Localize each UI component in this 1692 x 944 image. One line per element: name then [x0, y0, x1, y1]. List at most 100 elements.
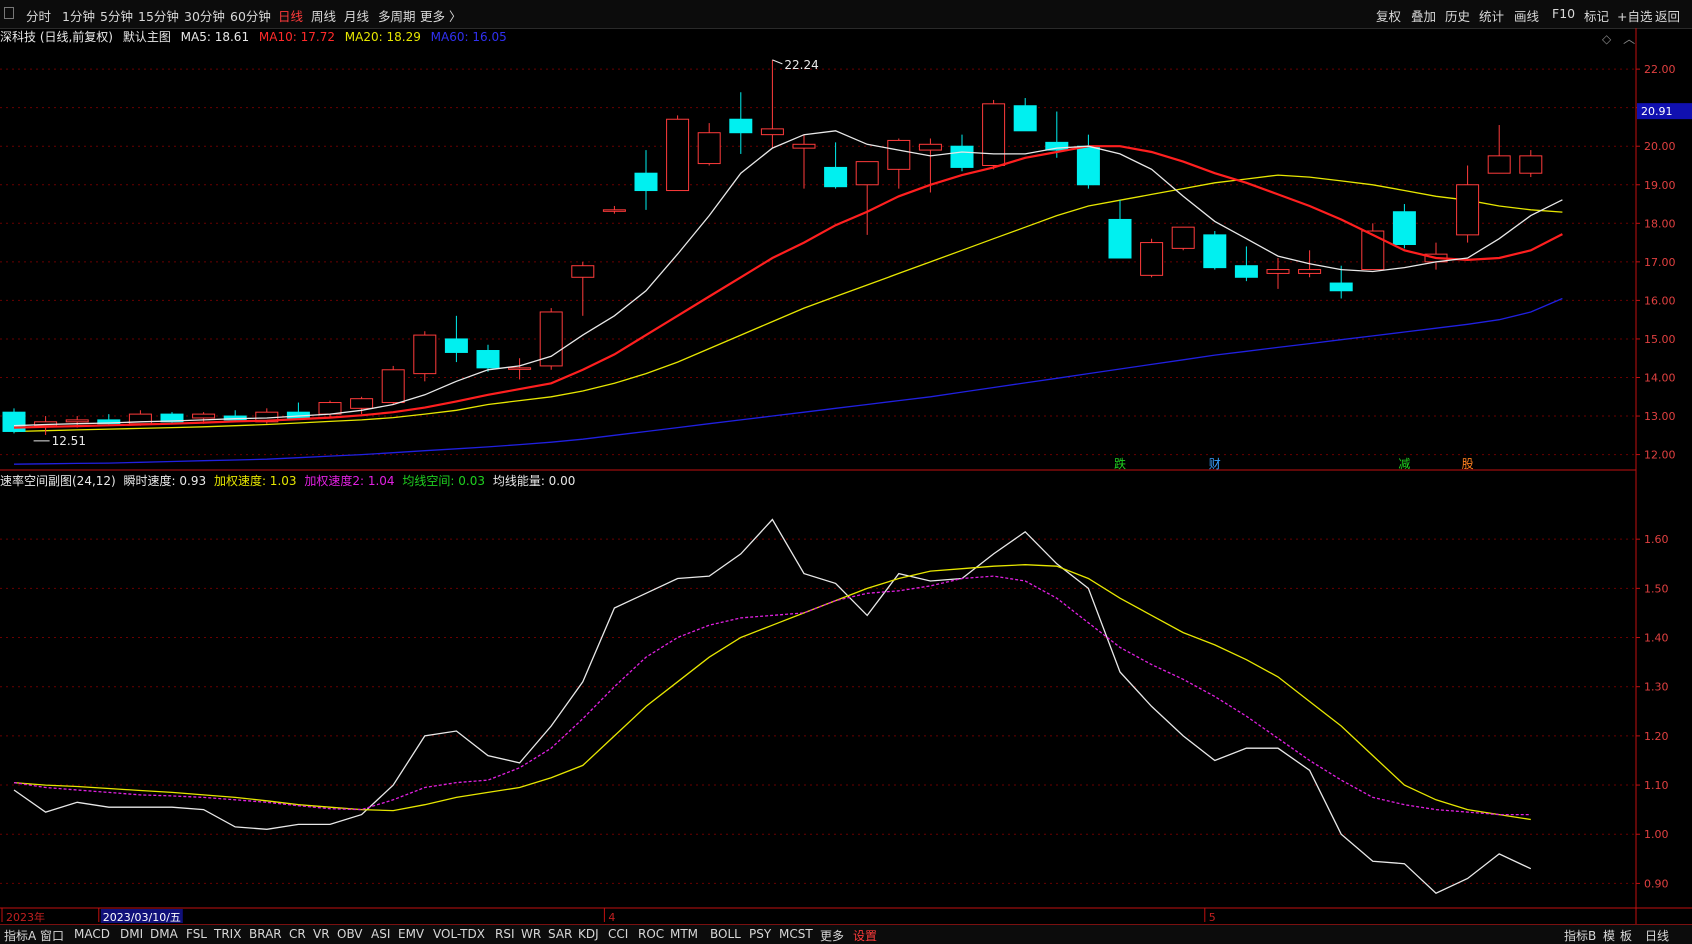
- chevron-up-icon[interactable]: ︿: [1623, 32, 1636, 46]
- right-tab-3[interactable]: 日线: [1645, 929, 1670, 943]
- candle-body: [97, 419, 121, 425]
- event-label: 减: [1398, 457, 1410, 471]
- period-tab-1[interactable]: 1分钟: [62, 9, 95, 24]
- indicator-tab-21[interactable]: BOLL: [710, 927, 741, 941]
- indicator-tab-8[interactable]: CR: [289, 927, 306, 941]
- sub-tick-label: 0.90: [1644, 877, 1669, 890]
- indicator-tab-24[interactable]: 更多: [820, 929, 845, 943]
- candle-body: [192, 413, 216, 419]
- indicator-tab-4[interactable]: DMA: [150, 927, 178, 941]
- stock-title[interactable]: 深科技 (日线,前复权): [0, 30, 113, 44]
- tool-button-3[interactable]: 统计: [1479, 9, 1505, 24]
- candle-body: [760, 128, 784, 136]
- indicator-tab-16[interactable]: SAR: [548, 927, 573, 941]
- period-tab-8[interactable]: 月线: [344, 9, 370, 24]
- indicator-tab-23[interactable]: MCST: [779, 927, 813, 941]
- tool-button-6[interactable]: 标记: [1584, 9, 1610, 24]
- candle-body: [1203, 234, 1227, 269]
- indicator-tab-0[interactable]: 指标A: [4, 929, 37, 943]
- candle-body: [666, 118, 690, 192]
- ma20-legend: MA20: 18.29: [344, 30, 421, 44]
- candle-body: [1013, 105, 1037, 132]
- sub-tick-label: 1.30: [1644, 681, 1669, 694]
- sub-tick-label: 1.50: [1644, 582, 1669, 595]
- indicator-tab-10[interactable]: OBV: [337, 927, 363, 941]
- candle-body: [950, 145, 974, 168]
- candle-body: [729, 118, 753, 134]
- weighted-speed2-line: [13, 575, 1531, 816]
- period-tab-9[interactable]: 多周期: [378, 9, 416, 24]
- period-tab-7[interactable]: 周线: [311, 9, 337, 24]
- indicator-tab-20[interactable]: MTM: [670, 927, 699, 941]
- indicator-tab-14[interactable]: RSI: [495, 927, 515, 941]
- right-tab-2[interactable]: 板: [1620, 929, 1633, 943]
- period-tab-3[interactable]: 15分钟: [138, 9, 179, 24]
- weighted-speed-legend: 加权速度: 1.03: [213, 474, 297, 488]
- indicator-tab-18[interactable]: CCI: [608, 927, 629, 941]
- indicator-tab-22[interactable]: PSY: [749, 927, 772, 941]
- indicator-tab-12[interactable]: EMV: [398, 927, 425, 941]
- period-tab-6[interactable]: 日线: [278, 9, 304, 24]
- right-tab-0[interactable]: 指标B: [1564, 929, 1597, 943]
- ma5-legend: MA5: 18.61: [180, 30, 250, 44]
- tool-button-5[interactable]: F10: [1552, 6, 1576, 21]
- period-tab-4[interactable]: 30分钟: [184, 9, 225, 24]
- chart-area[interactable]: 12.00 13.00 14.00 15.00 16.00 17.00 18.00 19.00…: [0, 28, 1692, 924]
- period-tab-0[interactable]: 分时: [26, 9, 52, 24]
- candle-body: [571, 265, 595, 278]
- tool-button-7[interactable]: +自选: [1617, 9, 1653, 24]
- ma5-line: [13, 130, 1563, 427]
- main-tick-label: 22.00: [1644, 63, 1676, 76]
- sub-chart-title[interactable]: 速率空间副图(24,12): [0, 474, 116, 488]
- indicator-tab-3[interactable]: DMI: [120, 927, 144, 941]
- toolbar: 分时 1分钟 5分钟 15分钟 30分钟 60分钟 日线 周线 月线 多周期 更多 〉 复权 叠加 历史…: [0, 0, 1692, 29]
- indicator-tab-7[interactable]: BRAR: [249, 927, 282, 941]
- candle-body: [634, 172, 658, 192]
- candle-body: [539, 311, 563, 367]
- main-tick-label: 18.00: [1644, 217, 1676, 230]
- high-annotation-arrow: [772, 59, 783, 65]
- candle-body: [1392, 211, 1416, 246]
- tool-button-0[interactable]: 复权: [1376, 9, 1402, 24]
- indicator-tab-2[interactable]: MACD: [74, 927, 110, 941]
- indicator-tab-6[interactable]: TRIX: [214, 927, 242, 941]
- chart-template-label[interactable]: 默认主图: [122, 30, 171, 44]
- indicator-tab-1[interactable]: 窗口: [40, 929, 65, 943]
- indicator-tab-9[interactable]: VR: [313, 927, 330, 941]
- ma-space-legend: 均线空间: 0.03: [402, 474, 485, 488]
- candle-body: [1140, 242, 1164, 276]
- x-axis-label: 4: [608, 911, 615, 924]
- main-tick-label: 13.00: [1644, 410, 1676, 423]
- indicator-tab-11[interactable]: ASI: [371, 927, 391, 941]
- candle-body: [1045, 141, 1069, 151]
- indicator-tab-19[interactable]: ROC: [638, 927, 665, 941]
- candle-body: [887, 139, 911, 170]
- candle-body: [1361, 230, 1385, 271]
- indicator-tab-15[interactable]: WR: [521, 927, 542, 941]
- main-tick-label: 15.00: [1644, 333, 1676, 346]
- sub-tick-label: 1.40: [1644, 632, 1669, 645]
- candle-body: [318, 402, 342, 415]
- sub-tick-label: 1.10: [1644, 779, 1669, 792]
- right-tab-1[interactable]: 模: [1603, 929, 1616, 943]
- diamond-icon[interactable]: ◇: [1602, 32, 1612, 46]
- period-tab-5[interactable]: 60分钟: [230, 9, 271, 24]
- tool-button-4[interactable]: 画线: [1514, 9, 1540, 24]
- x-axis-label: 5: [1209, 911, 1216, 924]
- indicator-tab-5[interactable]: FSL: [186, 927, 207, 941]
- event-label: 财: [1209, 457, 1221, 471]
- tool-button-8[interactable]: 返回: [1655, 9, 1681, 24]
- candle-body: [602, 209, 626, 212]
- period-tab-2[interactable]: 5分钟: [100, 9, 133, 24]
- indicator-tab-17[interactable]: KDJ: [578, 927, 599, 941]
- candle-body: [1298, 269, 1322, 274]
- indicator-tab-25[interactable]: 设置: [853, 929, 878, 943]
- weighted-speed-line: [13, 564, 1531, 821]
- menu-icon[interactable]: [4, 7, 14, 19]
- main-chart-legend: 深科技 (日线,前复权) 默认主图 MA5: 18.61 MA10: 17.72…: [0, 28, 1630, 46]
- tool-button-2[interactable]: 历史: [1445, 9, 1471, 24]
- period-tab-10[interactable]: 更多 〉: [420, 9, 462, 24]
- candle-body: [855, 161, 879, 186]
- indicator-tab-13[interactable]: VOL-TDX: [433, 927, 485, 941]
- tool-button-1[interactable]: 叠加: [1411, 9, 1437, 24]
